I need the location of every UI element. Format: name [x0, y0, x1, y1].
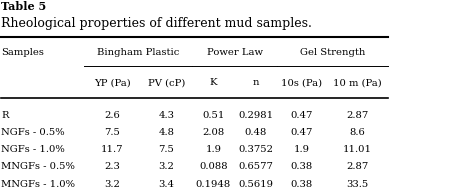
Text: 0.48: 0.48 — [245, 128, 267, 137]
Text: YP (Pa): YP (Pa) — [94, 78, 130, 87]
Text: Bingham Plastic: Bingham Plastic — [97, 48, 179, 57]
Text: 0.5619: 0.5619 — [238, 180, 273, 189]
Text: Power Law: Power Law — [207, 48, 263, 57]
Text: NGFs - 0.5%: NGFs - 0.5% — [1, 128, 65, 137]
Text: 7.5: 7.5 — [158, 145, 174, 154]
Text: 3.2: 3.2 — [158, 162, 174, 171]
Text: 10s (Pa): 10s (Pa) — [281, 78, 322, 87]
Text: K: K — [210, 78, 217, 87]
Text: 2.87: 2.87 — [346, 111, 368, 120]
Text: 2.08: 2.08 — [202, 128, 225, 137]
Text: 0.3752: 0.3752 — [238, 145, 273, 154]
Text: 1.9: 1.9 — [205, 145, 221, 154]
Text: 0.38: 0.38 — [291, 180, 313, 189]
Text: 4.3: 4.3 — [158, 111, 174, 120]
Text: 0.47: 0.47 — [291, 128, 313, 137]
Text: n: n — [253, 78, 259, 87]
Text: MNGFs - 0.5%: MNGFs - 0.5% — [1, 162, 75, 171]
Text: 8.6: 8.6 — [349, 128, 365, 137]
Text: 2.3: 2.3 — [104, 162, 120, 171]
Text: 0.2981: 0.2981 — [238, 111, 273, 120]
Text: NGFs - 1.0%: NGFs - 1.0% — [1, 145, 65, 154]
Text: R: R — [1, 111, 9, 120]
Text: 3.2: 3.2 — [104, 180, 120, 189]
Text: 1.9: 1.9 — [294, 145, 310, 154]
Text: 0.6577: 0.6577 — [238, 162, 273, 171]
Text: 11.7: 11.7 — [101, 145, 123, 154]
Text: 0.51: 0.51 — [202, 111, 225, 120]
Text: 11.01: 11.01 — [343, 145, 372, 154]
Text: 0.088: 0.088 — [199, 162, 228, 171]
Text: 3.4: 3.4 — [158, 180, 174, 189]
Text: 0.1948: 0.1948 — [196, 180, 231, 189]
Text: Gel Strength: Gel Strength — [300, 48, 365, 57]
Text: 7.5: 7.5 — [104, 128, 120, 137]
Text: 4.8: 4.8 — [158, 128, 174, 137]
Text: Rheological properties of different mud samples.: Rheological properties of different mud … — [1, 17, 312, 30]
Text: Table 5: Table 5 — [1, 1, 46, 12]
Text: 0.47: 0.47 — [291, 111, 313, 120]
Text: 2.6: 2.6 — [104, 111, 120, 120]
Text: Samples: Samples — [1, 48, 44, 57]
Text: 33.5: 33.5 — [346, 180, 368, 189]
Text: MNGFs - 1.0%: MNGFs - 1.0% — [1, 180, 75, 189]
Text: 2.87: 2.87 — [346, 162, 368, 171]
Text: 10 m (Pa): 10 m (Pa) — [333, 78, 382, 87]
Text: 0.38: 0.38 — [291, 162, 313, 171]
Text: PV (cP): PV (cP) — [147, 78, 185, 87]
